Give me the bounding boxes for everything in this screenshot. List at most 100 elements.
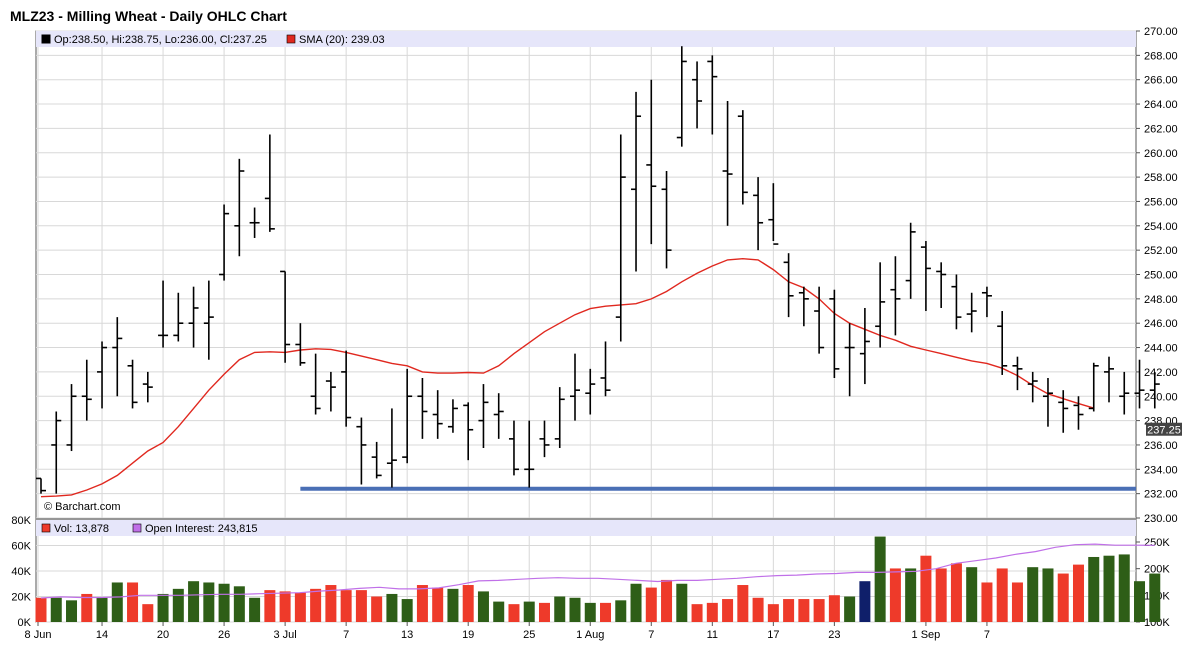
volume-bar — [981, 582, 993, 622]
price-y-tick-label: 270.00 — [1144, 26, 1178, 38]
x-tick-label: 1 Sep — [912, 629, 941, 641]
volume-bar — [35, 597, 47, 622]
volume-bar — [508, 604, 520, 622]
volume-left-tick-label: 80K — [11, 515, 31, 527]
price-y-axis: 230.00232.00234.00236.00238.00240.00242.… — [1136, 26, 1178, 525]
ohlc-bar — [844, 323, 855, 397]
price-y-tick-label: 264.00 — [1144, 99, 1178, 111]
ohlc-bar — [966, 292, 977, 333]
price-y-tick-label: 246.00 — [1144, 318, 1178, 330]
ohlc-bar — [722, 101, 733, 226]
ohlc-bar — [371, 441, 382, 479]
sma-legend-label: SMA (20): 239.03 — [299, 34, 385, 46]
volume-bar — [310, 588, 322, 622]
price-y-tick-label: 256.00 — [1144, 196, 1178, 208]
volume-bar — [905, 568, 917, 622]
ohlc-bar — [341, 350, 352, 427]
ohlc-bar — [981, 286, 992, 318]
x-tick-label: 13 — [401, 629, 413, 641]
volume-bar — [401, 599, 413, 622]
x-tick-label: 7 — [984, 629, 990, 641]
volume-bar — [1057, 573, 1069, 622]
volume-bar — [889, 568, 901, 622]
volume-bar — [355, 590, 367, 622]
price-y-tick-label: 258.00 — [1144, 172, 1178, 184]
x-tick-label: 23 — [828, 629, 840, 641]
x-tick-label: 14 — [96, 629, 108, 641]
volume-bar — [630, 583, 642, 622]
ohlc-legend-label: Op:238.50, Hi:238.75, Lo:236.00, Cl:237.… — [54, 34, 267, 46]
ohlc-bar — [1134, 359, 1145, 409]
volume-bar — [50, 597, 62, 622]
volume-bar — [1011, 582, 1023, 622]
volume-bar — [767, 604, 779, 622]
volume-bar — [142, 604, 154, 622]
x-tick-label: 11 — [707, 629, 718, 641]
volume-bar — [447, 588, 459, 622]
ohlc-bar — [890, 256, 901, 336]
volume-bar — [386, 593, 398, 622]
volume-bar — [615, 600, 627, 622]
ohlc-bar — [280, 270, 291, 363]
volume-left-tick-label: 60K — [11, 541, 31, 553]
price-legend-bar — [36, 31, 1136, 47]
volume-left-tick-label: 40K — [11, 566, 31, 578]
price-y-tick-label: 240.00 — [1144, 391, 1178, 403]
ohlc-bar — [768, 183, 779, 245]
volume-bar — [722, 599, 734, 622]
volume-bar — [676, 583, 688, 622]
volume-bar — [203, 582, 215, 622]
ohlc-bar — [478, 384, 489, 448]
volume-bar — [584, 602, 596, 622]
price-y-tick-label: 234.00 — [1144, 464, 1178, 476]
volume-bar — [462, 585, 474, 622]
price-panel: 230.00232.00234.00236.00238.00240.00242.… — [35, 26, 1182, 525]
volume-bar — [96, 597, 108, 622]
ohlc-bar — [66, 384, 77, 452]
volume-bar — [874, 536, 886, 622]
x-tick-label: 8 Jun — [25, 629, 52, 641]
volume-bar — [1088, 556, 1100, 622]
price-y-tick-label: 260.00 — [1144, 148, 1178, 160]
volume-bar — [1103, 555, 1115, 622]
price-y-tick-label: 230.00 — [1144, 513, 1178, 525]
volume-bar — [249, 597, 261, 622]
ohlc-bar — [646, 79, 657, 245]
volume-bars — [35, 536, 1161, 622]
volume-bar — [538, 602, 550, 622]
volume-bar — [1027, 567, 1039, 622]
ohlc-bar — [554, 387, 565, 448]
volume-bar — [783, 599, 795, 622]
ohlc-bar — [417, 377, 428, 439]
watermark: © Barchart.com — [44, 501, 121, 513]
ohlc-bar — [798, 286, 809, 327]
volume-bar — [1042, 568, 1054, 622]
x-tick-label: 19 — [462, 629, 474, 641]
ohlc-bar — [173, 292, 184, 342]
ohlc-bar — [127, 359, 138, 409]
volume-bar — [996, 568, 1008, 622]
ohlc-bar — [829, 289, 840, 378]
volume-right-tick-label: 200K — [1144, 564, 1170, 576]
ohlc-bar — [1119, 371, 1130, 415]
price-y-tick-label: 254.00 — [1144, 221, 1178, 233]
price-y-tick-label: 266.00 — [1144, 75, 1178, 87]
vol-legend-swatch — [41, 523, 51, 533]
ohlc-bar — [112, 317, 123, 397]
ohlc-bar — [447, 399, 458, 433]
volume-bar — [554, 596, 566, 622]
ohlc-bar — [570, 353, 580, 421]
volume-bar — [279, 591, 291, 622]
volume-bar — [798, 599, 810, 622]
ohlc-bar — [249, 207, 260, 238]
price-y-tick-label: 252.00 — [1144, 245, 1178, 257]
ohlc-bar — [432, 390, 443, 439]
volume-bar — [1118, 554, 1130, 622]
price-y-tick-label: 262.00 — [1144, 123, 1178, 135]
volume-bar — [844, 596, 856, 622]
ohlc-bars — [36, 46, 1160, 494]
ohlc-bar — [753, 177, 764, 251]
ohlc-bar — [158, 280, 169, 348]
ohlc-bar — [859, 307, 870, 385]
ohlc-bar — [508, 420, 519, 476]
